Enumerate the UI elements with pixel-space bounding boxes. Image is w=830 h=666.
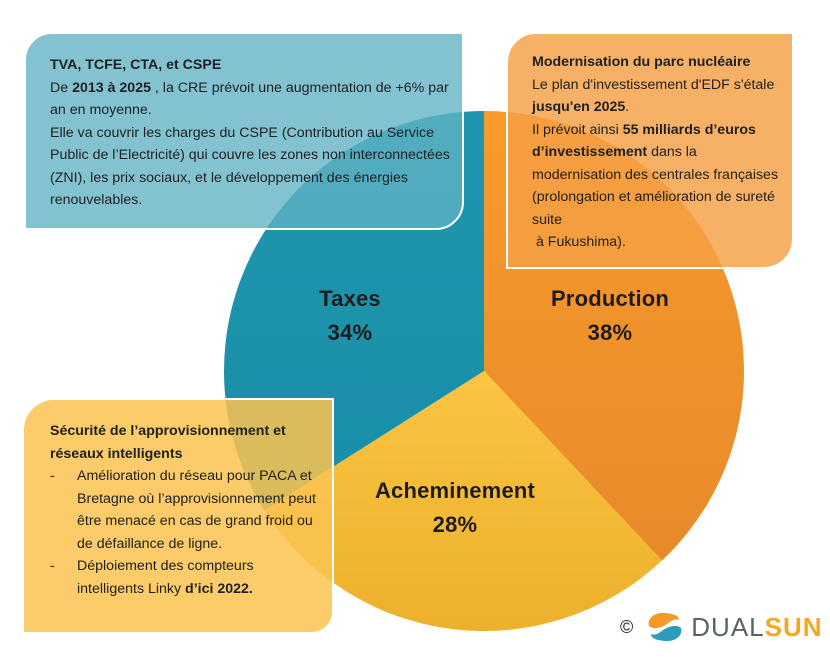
slice-name-production: Production: [550, 286, 670, 311]
bullet-list: - Amélioration du réseau pour PACA et Bre…: [50, 465, 324, 600]
box-title-production: Modernisation du parc nucléaire: [532, 54, 751, 70]
box-text-taxes-2: Elle va couvrir les charges du CSPE (Con…: [50, 124, 450, 209]
box-title-taxes: TVA, TCFE, CTA, et CSPE: [50, 57, 222, 73]
box-text-taxes-1: De 2013 à 2025 , la CRE prévoit une augm…: [50, 79, 449, 119]
annotation-box-production: Modernisation du parc nucléaire Le plan …: [506, 32, 794, 269]
slice-label-taxes: Taxes 34%: [290, 282, 410, 350]
slice-pct-production: 38%: [587, 320, 633, 345]
box-text-production-1: Le plan d'investissement d'EDF s'étale j…: [532, 76, 775, 116]
list-item: - Déploiement des compteurs intelligents …: [50, 555, 324, 600]
copyright-symbol: ©: [620, 616, 634, 637]
slice-pct-taxes: 34%: [327, 320, 373, 345]
slice-pct-acheminement: 28%: [432, 512, 478, 537]
slice-label-production: Production 38%: [530, 282, 690, 350]
footer-branding: © DUALSUN: [620, 610, 823, 644]
list-item: - Amélioration du réseau pour PACA et Bre…: [50, 465, 324, 555]
slice-name-taxes: Taxes: [319, 286, 381, 311]
slice-name-acheminement: Acheminement: [374, 478, 536, 503]
dualsun-logo-text: DUALSUN: [691, 611, 823, 642]
annotation-box-taxes: TVA, TCFE, CTA, et CSPE De 2013 à 2025 ,…: [24, 32, 464, 230]
box-title-acheminement: Sécurité de l’approvisionnement et résea…: [50, 423, 286, 462]
dash-icon: -: [50, 558, 55, 574]
box-text-production-2: Il prévoit ainsi 55 milliards d’euros d’…: [532, 121, 779, 228]
box-text-production-3: à Fukushima).: [532, 234, 626, 250]
dualsun-logo-icon: [648, 612, 682, 642]
annotation-box-acheminement: Sécurité de l’approvisionnement et résea…: [22, 398, 334, 634]
slice-label-acheminement: Acheminement 28%: [355, 474, 555, 542]
dash-icon: -: [50, 468, 55, 484]
pie-slice-acheminement: [264, 371, 662, 631]
